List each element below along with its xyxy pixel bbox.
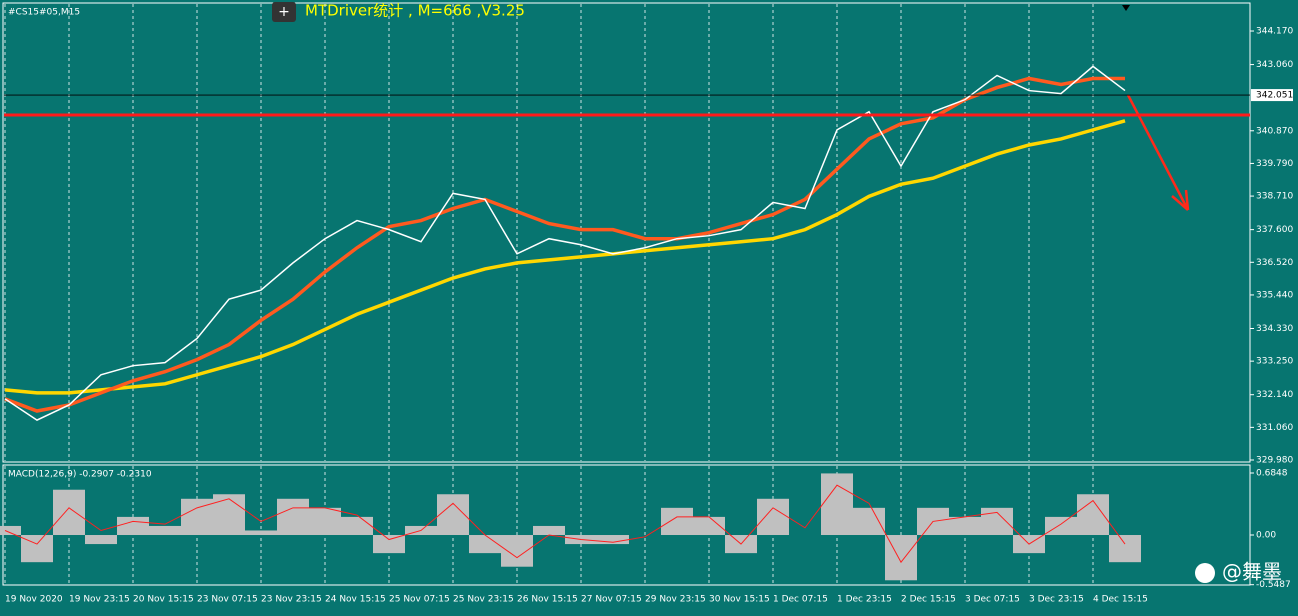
- x-tick-label: 25 Nov 07:15: [389, 595, 450, 605]
- x-tick-label: 23 Nov 07:15: [197, 595, 258, 605]
- x-tick-label: 3 Dec 07:15: [965, 595, 1020, 605]
- x-tick-label: 19 Nov 2020: [5, 595, 63, 605]
- ma-line: [4, 65, 1126, 421]
- ma-line: [4, 119, 1126, 395]
- macd-bar: [309, 507, 341, 536]
- y-tick-label: 338.710: [1256, 192, 1293, 202]
- y-tick-label: 336.520: [1256, 258, 1293, 268]
- x-tick-label: 4 Dec 15:15: [1093, 595, 1148, 605]
- y-tick-label: 332.140: [1256, 390, 1293, 400]
- macd-bar: [53, 489, 85, 536]
- indicator-label: MTDriver统计 , M=666 ,V3.25: [305, 2, 525, 20]
- macd-bar: [437, 494, 469, 536]
- y-tick-label: 333.250: [1256, 357, 1293, 367]
- macd-bar: [213, 494, 245, 536]
- x-tick-label: 1 Dec 07:15: [773, 595, 828, 605]
- main-frame: [2, 2, 1251, 463]
- y-tick-label: 340.870: [1256, 126, 1293, 136]
- x-tick-label: 3 Dec 23:15: [1029, 595, 1084, 605]
- macd-bar: [117, 516, 149, 536]
- macd-bar: [661, 507, 693, 536]
- macd-bar: [949, 516, 981, 536]
- macd-bar: [533, 525, 565, 536]
- macd-bar: [597, 535, 629, 545]
- x-tick-label: 23 Nov 23:15: [261, 595, 322, 605]
- macd-bar: [341, 516, 373, 536]
- chart-title: #CS15#05,M15: [8, 8, 80, 18]
- plus-icon: +: [278, 4, 290, 20]
- macd-bar: [757, 498, 789, 536]
- y-tick-label: 0.6848: [1256, 468, 1288, 478]
- macd-bar: [1045, 516, 1077, 536]
- y-tick-label: 334.330: [1256, 324, 1293, 334]
- y-tick-label: 343.060: [1256, 60, 1293, 70]
- macd-bar: [85, 535, 117, 545]
- watermark: @舞墨: [1222, 560, 1282, 584]
- macd-bar: [853, 507, 885, 536]
- macd-bar: [1109, 535, 1141, 563]
- x-tick-label: 27 Nov 07:15: [581, 595, 642, 605]
- signal-line: [4, 484, 1126, 564]
- y-tick-label: 339.790: [1256, 159, 1293, 169]
- macd-bar: [469, 535, 501, 554]
- shift-marker: [1122, 5, 1130, 11]
- y-tick-label: 331.060: [1256, 423, 1293, 433]
- y-tick-label: 337.600: [1256, 225, 1293, 235]
- x-tick-label: 26 Nov 15:15: [517, 595, 578, 605]
- y-tick-label: 344.170: [1256, 27, 1293, 37]
- macd-frame: [2, 464, 1251, 586]
- y-tick-label: 335.440: [1256, 290, 1293, 300]
- x-tick-label: 29 Nov 23:15: [645, 595, 706, 605]
- y-tick-label: 329.980: [1256, 456, 1293, 466]
- macd-title: MACD(12,26,9) -0.2907 -0.2310: [8, 470, 152, 480]
- macd-bar: [277, 498, 309, 536]
- y-tick-label: -0.5487: [1256, 580, 1291, 590]
- y-tick-label: 0.00: [1256, 531, 1276, 541]
- x-tick-label: 1 Dec 23:15: [837, 595, 892, 605]
- macd-bar: [0, 525, 21, 536]
- x-tick-label: 25 Nov 23:15: [453, 595, 514, 605]
- indicator-button[interactable]: [272, 2, 296, 22]
- x-tick-label: 24 Nov 15:15: [325, 595, 386, 605]
- x-tick-label: 2 Dec 15:15: [901, 595, 956, 605]
- macd-bar: [501, 535, 533, 567]
- macd-bar: [821, 473, 853, 536]
- macd-bar: [373, 535, 405, 554]
- macd-bar: [693, 516, 725, 536]
- macd-bar: [245, 530, 277, 536]
- x-tick-label: 30 Nov 15:15: [709, 595, 770, 605]
- macd-bar: [149, 525, 181, 536]
- current-price-label: 342.051: [1256, 91, 1293, 101]
- x-tick-label: 19 Nov 23:15: [69, 595, 130, 605]
- logo: [1195, 563, 1215, 583]
- current-price-box: [1251, 89, 1293, 102]
- x-tick-label: 20 Nov 15:15: [133, 595, 194, 605]
